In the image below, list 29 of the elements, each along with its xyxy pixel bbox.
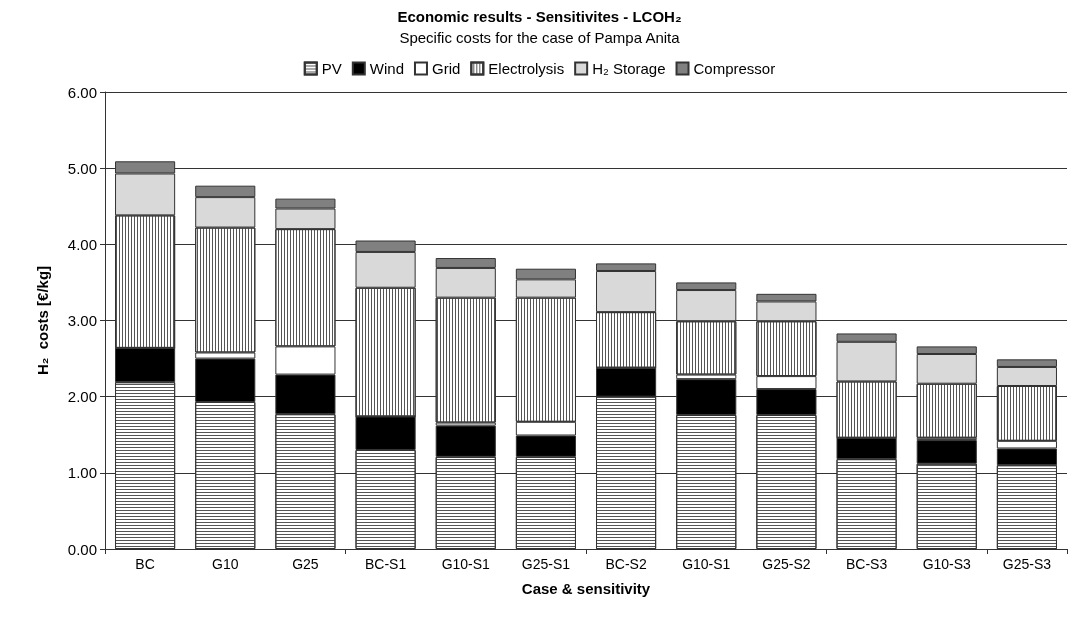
chart-subtitle: Specific costs for the case of Pampa Anita (399, 29, 681, 46)
x-tick-label: G25-S1 (521, 556, 571, 572)
y-axis-title: H₂ costs [€/kg] (34, 265, 51, 376)
x-tick-label: BC (135, 556, 155, 572)
y-tick-label: 2.00 (67, 388, 97, 406)
legend-label: Compressor (693, 60, 776, 77)
x-tick-label: G25-S3 (1002, 556, 1052, 572)
x-tick-label: BC-S3 (845, 556, 888, 572)
y-tick-label: 3.00 (67, 312, 97, 329)
x-tick-label: G10-S1 (441, 556, 491, 572)
legend-label: H₂ Storage (592, 60, 666, 77)
x-tick-label: G10-S3 (922, 556, 972, 572)
x-tick-label: BC-S1 (364, 556, 407, 572)
x-tick-label: G10 (212, 556, 239, 572)
y-tick-label: 0.00 (67, 540, 97, 558)
x-tick-label: G25-S2 (762, 556, 811, 572)
chart-title: Economic results - Sensitivites - LCOH₂ (397, 8, 682, 25)
y-tick-label: 6.00 (67, 83, 97, 101)
x-tick-label: G10-S1 (682, 556, 731, 572)
y-tick-label: 4.00 (67, 235, 97, 253)
legend-label: Electrolysis (488, 60, 565, 77)
legend-label: PV (321, 60, 342, 77)
legend-label: Grid (431, 60, 461, 77)
x-axis-title: Case & sensitivity (521, 580, 651, 597)
y-tick-label: 1.00 (67, 464, 97, 482)
x-tick-label: G25 (292, 556, 319, 572)
legend-label: Wind (369, 60, 404, 77)
y-tick-label: 5.00 (67, 159, 97, 177)
x-tick-label: BC-S2 (605, 556, 647, 572)
